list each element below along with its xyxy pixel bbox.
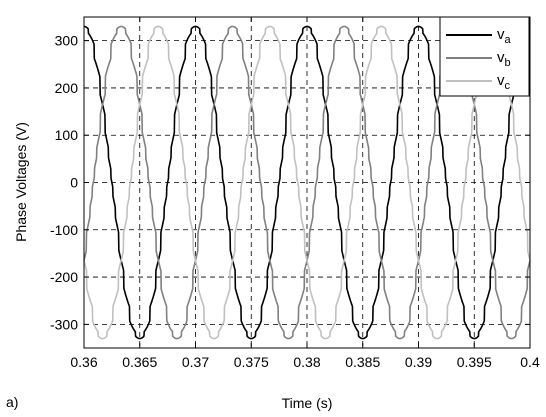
y-tick-label: -300 [50,316,78,332]
x-tick-label: 0.385 [345,354,380,370]
y-axis-label: Phase Voltages (V) [13,122,29,242]
x-axis-label: Time (s) [282,395,333,411]
x-tick-label: 0.39 [405,354,432,370]
panel-label: a) [6,394,18,410]
y-tick-label: -200 [50,269,78,285]
legend: va vb vc [439,16,530,97]
y-tick-label: -100 [50,222,78,238]
legend-box [439,16,530,97]
x-tick-label: 0.365 [122,354,157,370]
x-tick-label: 0.375 [234,354,269,370]
legend-label-vb: vb [497,49,511,69]
x-tick-label: 0.395 [457,354,492,370]
y-tick-label: 100 [55,127,79,143]
series-line-vc [83,25,531,340]
x-tick-label: 0.37 [182,354,209,370]
y-tick-label: 0 [70,175,78,191]
y-tick-label: 300 [55,33,79,49]
legend-label-vc: vc [497,72,511,92]
x-tick-label: 0.36 [70,354,97,370]
legend-label-va: va [497,26,512,46]
tick-labels: 0.36 0.365 0.37 0.375 0.38 0.385 0.39 0.395 0.4 3… [50,33,540,370]
x-tick-label: 0.4 [520,354,540,370]
y-tick-label: 200 [55,80,79,96]
x-tick-label: 0.38 [293,354,320,370]
